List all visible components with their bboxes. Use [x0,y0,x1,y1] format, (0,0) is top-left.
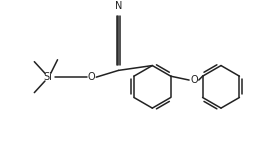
Text: Si: Si [43,72,52,82]
Text: N: N [115,1,122,11]
Text: O: O [190,75,198,85]
Text: O: O [87,72,95,82]
